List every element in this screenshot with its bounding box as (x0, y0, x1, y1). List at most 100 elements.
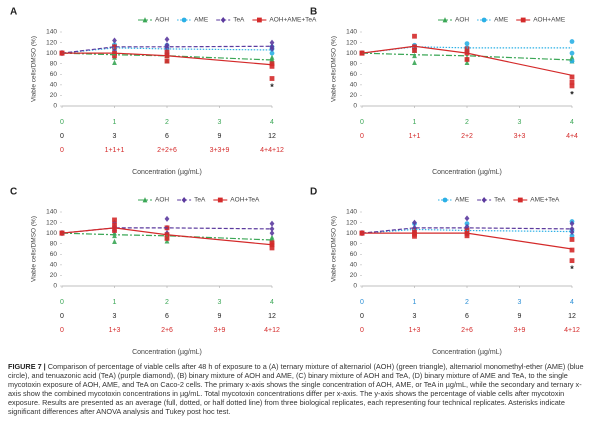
replicate-point (569, 50, 575, 56)
x-axis-row-label: 0 (60, 327, 64, 334)
x-axis-row-label: 6 (165, 313, 169, 320)
y-tick-label: 140 (346, 29, 357, 36)
x-tick-label: 4 (570, 119, 574, 126)
series-line (361, 46, 572, 54)
legend-label: AOH (155, 17, 169, 24)
replicate-point (112, 228, 117, 233)
x-tick-label: 2 (165, 299, 169, 306)
replicate-point (269, 61, 275, 67)
replicate-point (164, 36, 170, 43)
replicate-point (164, 58, 170, 64)
replicate-point (464, 221, 470, 227)
y-tick-label: 60 (50, 251, 58, 258)
y-tick-label: 40 (350, 262, 358, 269)
y-axis-label: Viable cells/DMSO (%) (331, 36, 338, 102)
y-tick-label: 140 (46, 209, 57, 216)
legend-marker (220, 17, 226, 23)
x-axis-row-label: 12 (568, 313, 576, 320)
legend-label: AME+TeA (530, 197, 560, 204)
x-tick-label: 2 (465, 119, 469, 126)
y-tick-label: 0 (53, 103, 57, 110)
y-tick-label: 100 (46, 50, 57, 57)
replicate-point (464, 233, 470, 239)
x-axis-row-label: 4+12 (264, 327, 280, 334)
x-tick-label: 3 (218, 119, 222, 126)
replicate-point (412, 219, 417, 226)
legend-label: AME (455, 197, 470, 204)
x-axis-label: Concentration (µg/mL) (432, 169, 502, 176)
y-tick-label: 100 (346, 50, 357, 57)
y-tick-label: 0 (353, 283, 357, 290)
replicate-point (464, 41, 470, 47)
legend-label: AOH+TeA (230, 197, 260, 204)
x-axis-row-label: 12 (268, 133, 276, 140)
replicate-point (269, 220, 275, 227)
significance-mark: * (570, 89, 574, 99)
replicate-point (269, 245, 275, 251)
y-tick-label: 80 (350, 240, 358, 247)
x-tick-label: 3 (518, 119, 522, 126)
x-axis-row-label: 2+2+6 (157, 147, 177, 154)
replicate-point (412, 48, 417, 53)
caption-text: Comparison of percentage of viable cells… (8, 362, 584, 416)
replicate-point (569, 74, 575, 80)
x-axis-row-label: 0 (60, 147, 64, 154)
x-axis-row-label: 3+3+9 (210, 147, 230, 154)
series-line (361, 228, 573, 234)
x-axis-row-label: 0 (60, 313, 64, 320)
replicate-point (569, 237, 575, 242)
x-tick-label: 4 (570, 299, 574, 306)
legend-label: AME (194, 17, 209, 24)
x-axis-row-label: 3 (413, 313, 417, 320)
panel-letter: A (10, 7, 17, 18)
series-line (61, 232, 273, 241)
panel-letter: C (10, 187, 17, 198)
legend-label: TeA (494, 197, 506, 204)
replicate-point (269, 230, 275, 237)
replicate-point (164, 49, 170, 55)
x-tick-label: 1 (413, 119, 417, 126)
y-tick-label: 20 (350, 272, 358, 279)
caption: FIGURE 7 | Comparison of percentage of v… (8, 362, 592, 416)
replicate-point (569, 83, 575, 89)
x-axis-row-label: 4+12 (564, 327, 580, 334)
replicate-point (464, 59, 470, 66)
x-tick-label: 1 (413, 299, 417, 306)
replicate-point (112, 238, 117, 244)
x-tick-label: 0 (60, 299, 64, 306)
legend-label: AME (494, 17, 509, 24)
replicate-point (569, 220, 575, 227)
x-tick-label: 4 (270, 299, 274, 306)
x-tick-label: 0 (360, 299, 364, 306)
legend-label: AOH+AME (533, 17, 566, 24)
y-tick-label: 60 (350, 71, 358, 78)
x-tick-label: 0 (360, 119, 364, 126)
replicate-point (269, 50, 275, 56)
x-axis-row-label: 0 (360, 327, 364, 334)
x-axis-row-label: 1+3 (409, 327, 421, 334)
y-axis-label: Viable cells/DMSO (%) (31, 36, 38, 102)
significance-mark: * (570, 264, 574, 274)
legend-label: AOH (155, 197, 169, 204)
x-axis-row-label: 9 (218, 313, 222, 320)
replicate-point (412, 59, 417, 66)
legend-marker (217, 197, 223, 203)
replicate-point (569, 233, 575, 239)
replicate-point (464, 215, 470, 222)
y-tick-label: 80 (50, 240, 58, 247)
x-axis-row-label: 6 (165, 133, 169, 140)
x-axis-row-label: 0 (60, 133, 64, 140)
replicate-point (464, 57, 470, 62)
y-tick-label: 120 (346, 219, 357, 226)
replicate-point (412, 228, 417, 234)
series-line (362, 232, 573, 250)
replicate-point (112, 222, 117, 228)
series-line (61, 227, 273, 246)
x-axis-label: Concentration (µg/mL) (432, 349, 502, 356)
significance-mark: * (270, 82, 274, 92)
legend-marker (142, 197, 148, 203)
legend-marker (517, 197, 523, 203)
replicate-point (269, 76, 275, 81)
y-tick-label: 60 (50, 71, 58, 78)
